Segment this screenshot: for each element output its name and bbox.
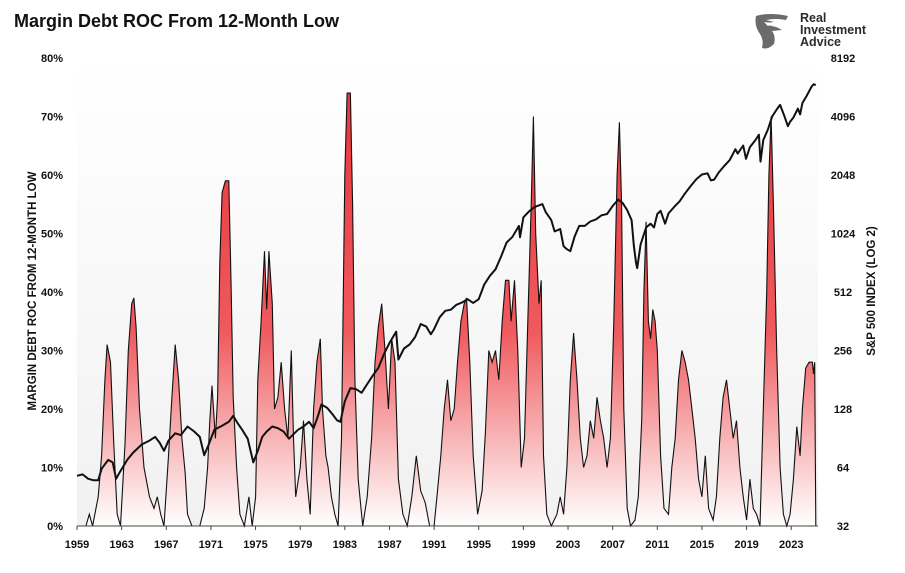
x-tick-label: 2015 bbox=[690, 539, 714, 551]
x-tick-label: 2007 bbox=[600, 539, 624, 551]
x-tick-label: 1959 bbox=[65, 539, 89, 551]
x-tick-label: 2023 bbox=[779, 539, 803, 551]
y2-tick-label: 1024 bbox=[831, 229, 856, 241]
x-tick-label: 1979 bbox=[288, 539, 312, 551]
x-tick-label: 2011 bbox=[645, 539, 669, 551]
y2-tick-label: 8192 bbox=[831, 53, 855, 65]
y-tick-label: 70% bbox=[41, 112, 63, 124]
y-tick-label: 10% bbox=[41, 463, 63, 475]
x-tick-label: 1995 bbox=[467, 539, 491, 551]
y2-tick-label: 128 bbox=[834, 404, 852, 416]
y-tick-label: 60% bbox=[41, 170, 63, 182]
left-y-axis: 0% 10% 20% 30% 40% 50% 60% 70% 80% bbox=[41, 53, 63, 533]
y2-tick-label: 4096 bbox=[831, 112, 855, 124]
y-tick-label: 80% bbox=[41, 53, 63, 65]
y2-tick-label: 256 bbox=[834, 346, 852, 358]
brand-line-2: Investment bbox=[800, 23, 866, 37]
left-axis-label: MARGIN DEBT ROC FROM 12-MONTH LOW bbox=[27, 171, 39, 410]
y2-tick-label: 2048 bbox=[831, 170, 855, 182]
x-tick-label: 1967 bbox=[154, 539, 178, 551]
y-tick-label: 20% bbox=[41, 404, 63, 416]
x-tick-label: 2003 bbox=[556, 539, 580, 551]
brand-logo: Real Investment Advice bbox=[752, 10, 892, 54]
sp500-line bbox=[76, 83, 817, 482]
x-tick-label: 1963 bbox=[109, 539, 133, 551]
x-tick-label: 1999 bbox=[511, 539, 535, 551]
y-tick-label: 50% bbox=[41, 229, 63, 241]
eagle-head-icon bbox=[755, 14, 788, 49]
y2-tick-label: 512 bbox=[834, 287, 852, 299]
margin-debt-roc-area-layer bbox=[77, 92, 817, 529]
x-tick-label: 1983 bbox=[333, 539, 357, 551]
y-tick-label: 0% bbox=[47, 521, 63, 533]
x-tick-label: 2019 bbox=[734, 539, 758, 551]
y2-tick-label: 32 bbox=[837, 521, 849, 533]
margin-debt-roc-area bbox=[77, 93, 816, 526]
x-axis: 1959 1963 1967 1971 1975 1979 1983 1987 1991 1995… bbox=[65, 525, 818, 551]
brand-line-3: Advice bbox=[800, 35, 841, 49]
margin-debt-roc-outline bbox=[77, 92, 817, 529]
y-tick-label: 40% bbox=[41, 287, 63, 299]
y2-tick-label: 64 bbox=[837, 463, 850, 475]
brand-line-1: Real bbox=[800, 11, 827, 25]
x-tick-label: 1971 bbox=[199, 539, 223, 551]
right-axis-label: S&P 500 INDEX (LOG 2) bbox=[866, 226, 878, 356]
right-y-axis: 32 64 128 256 512 1024 2048 4096 8192 bbox=[831, 53, 856, 533]
y-tick-label: 30% bbox=[41, 346, 63, 358]
x-tick-label: 1991 bbox=[422, 539, 446, 551]
chart-title: Margin Debt ROC From 12-Month Low bbox=[14, 11, 339, 31]
sp500-line-layer bbox=[76, 83, 817, 482]
x-tick-label: 1987 bbox=[377, 539, 401, 551]
x-tick-label: 1975 bbox=[243, 539, 267, 551]
